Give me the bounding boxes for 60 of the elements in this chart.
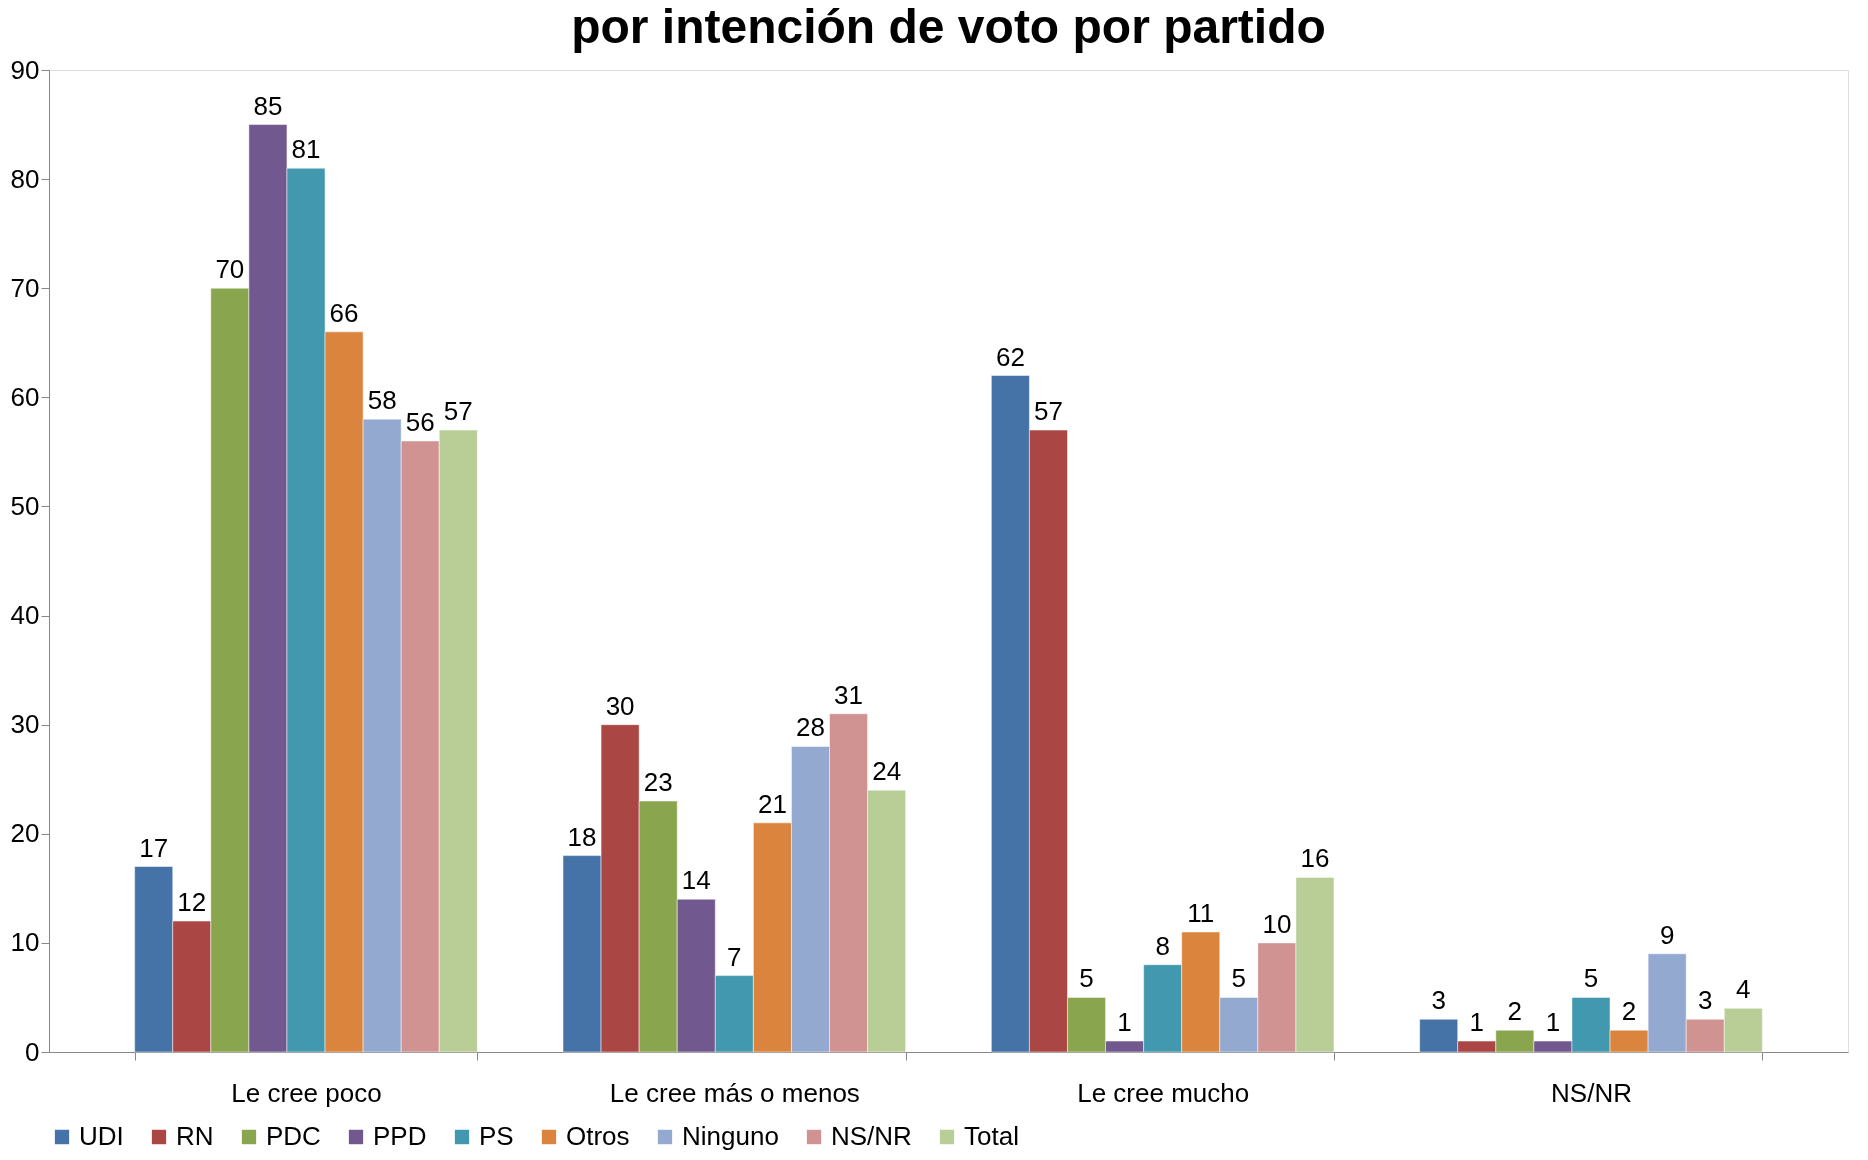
legend-label: UDI <box>79 1121 124 1151</box>
data-label: 4 <box>1736 974 1751 1005</box>
data-label: 16 <box>1300 843 1330 874</box>
data-label: 62 <box>995 341 1025 372</box>
x-tick-label: Le cree poco <box>231 1077 382 1108</box>
y-tick-label: 10 <box>10 927 40 958</box>
data-label: 8 <box>1155 930 1170 961</box>
data-label: 14 <box>681 865 711 896</box>
data-label: 11 <box>1187 897 1215 928</box>
data-label: 85 <box>253 90 283 121</box>
legend-label: PDC <box>266 1121 321 1151</box>
data-label: 56 <box>405 406 435 437</box>
legend-label: Ninguno <box>682 1121 779 1151</box>
data-label: 2 <box>1621 996 1637 1027</box>
data-label: 5 <box>1231 963 1247 994</box>
data-label: 57 <box>443 396 473 427</box>
data-label: 1 <box>1117 1007 1132 1038</box>
y-tick-label: 70 <box>10 272 40 303</box>
y-tick-label: 90 <box>10 54 40 85</box>
x-tick-label: Le cree mucho <box>1077 1077 1250 1108</box>
data-label: 18 <box>567 821 597 852</box>
data-label: 24 <box>872 756 902 787</box>
data-label: 2 <box>1507 996 1523 1027</box>
y-tick-label: 60 <box>10 381 40 412</box>
data-label: 3 <box>1431 985 1446 1016</box>
data-label: 17 <box>139 832 169 863</box>
data-label: 57 <box>1033 396 1063 427</box>
y-tick-label: 20 <box>10 818 40 849</box>
data-label: 23 <box>643 767 673 798</box>
data-label: 3 <box>1697 985 1713 1016</box>
data-label: 66 <box>329 297 359 328</box>
data-label: 58 <box>367 385 397 416</box>
data-label: 12 <box>177 887 207 918</box>
data-label: 5 <box>1583 963 1599 994</box>
y-tick-label: 50 <box>10 490 40 521</box>
data-label: 31 <box>834 679 864 710</box>
data-label: 5 <box>1079 963 1094 994</box>
data-label: 81 <box>291 134 321 165</box>
data-label: 70 <box>215 254 245 285</box>
legend-label: PS <box>479 1121 514 1151</box>
x-tick-label: NS/NR <box>1551 1077 1632 1108</box>
legend-label: PPD <box>373 1121 427 1151</box>
y-tick-label: 80 <box>10 163 40 194</box>
data-label: 21 <box>757 788 787 819</box>
legend-label: RN <box>176 1121 214 1151</box>
data-label: 9 <box>1659 919 1675 950</box>
x-tick-label: Le cree más o menos <box>609 1077 860 1108</box>
legend-label: NS/NR <box>831 1121 912 1151</box>
data-label: 30 <box>605 690 635 721</box>
chart-title: por intención de voto por partido <box>571 0 1326 53</box>
legend-label: Total <box>964 1121 1019 1151</box>
data-label: 10 <box>1262 908 1292 939</box>
y-tick-label: 0 <box>25 1036 40 1067</box>
y-tick-label: 30 <box>10 709 40 740</box>
data-label: 1 <box>1469 1007 1485 1038</box>
legend-label: Otros <box>566 1121 630 1151</box>
data-label: 7 <box>727 941 742 972</box>
data-label: 1 <box>1545 1007 1561 1038</box>
data-label: 28 <box>796 712 825 743</box>
y-tick-label: 40 <box>10 600 40 631</box>
